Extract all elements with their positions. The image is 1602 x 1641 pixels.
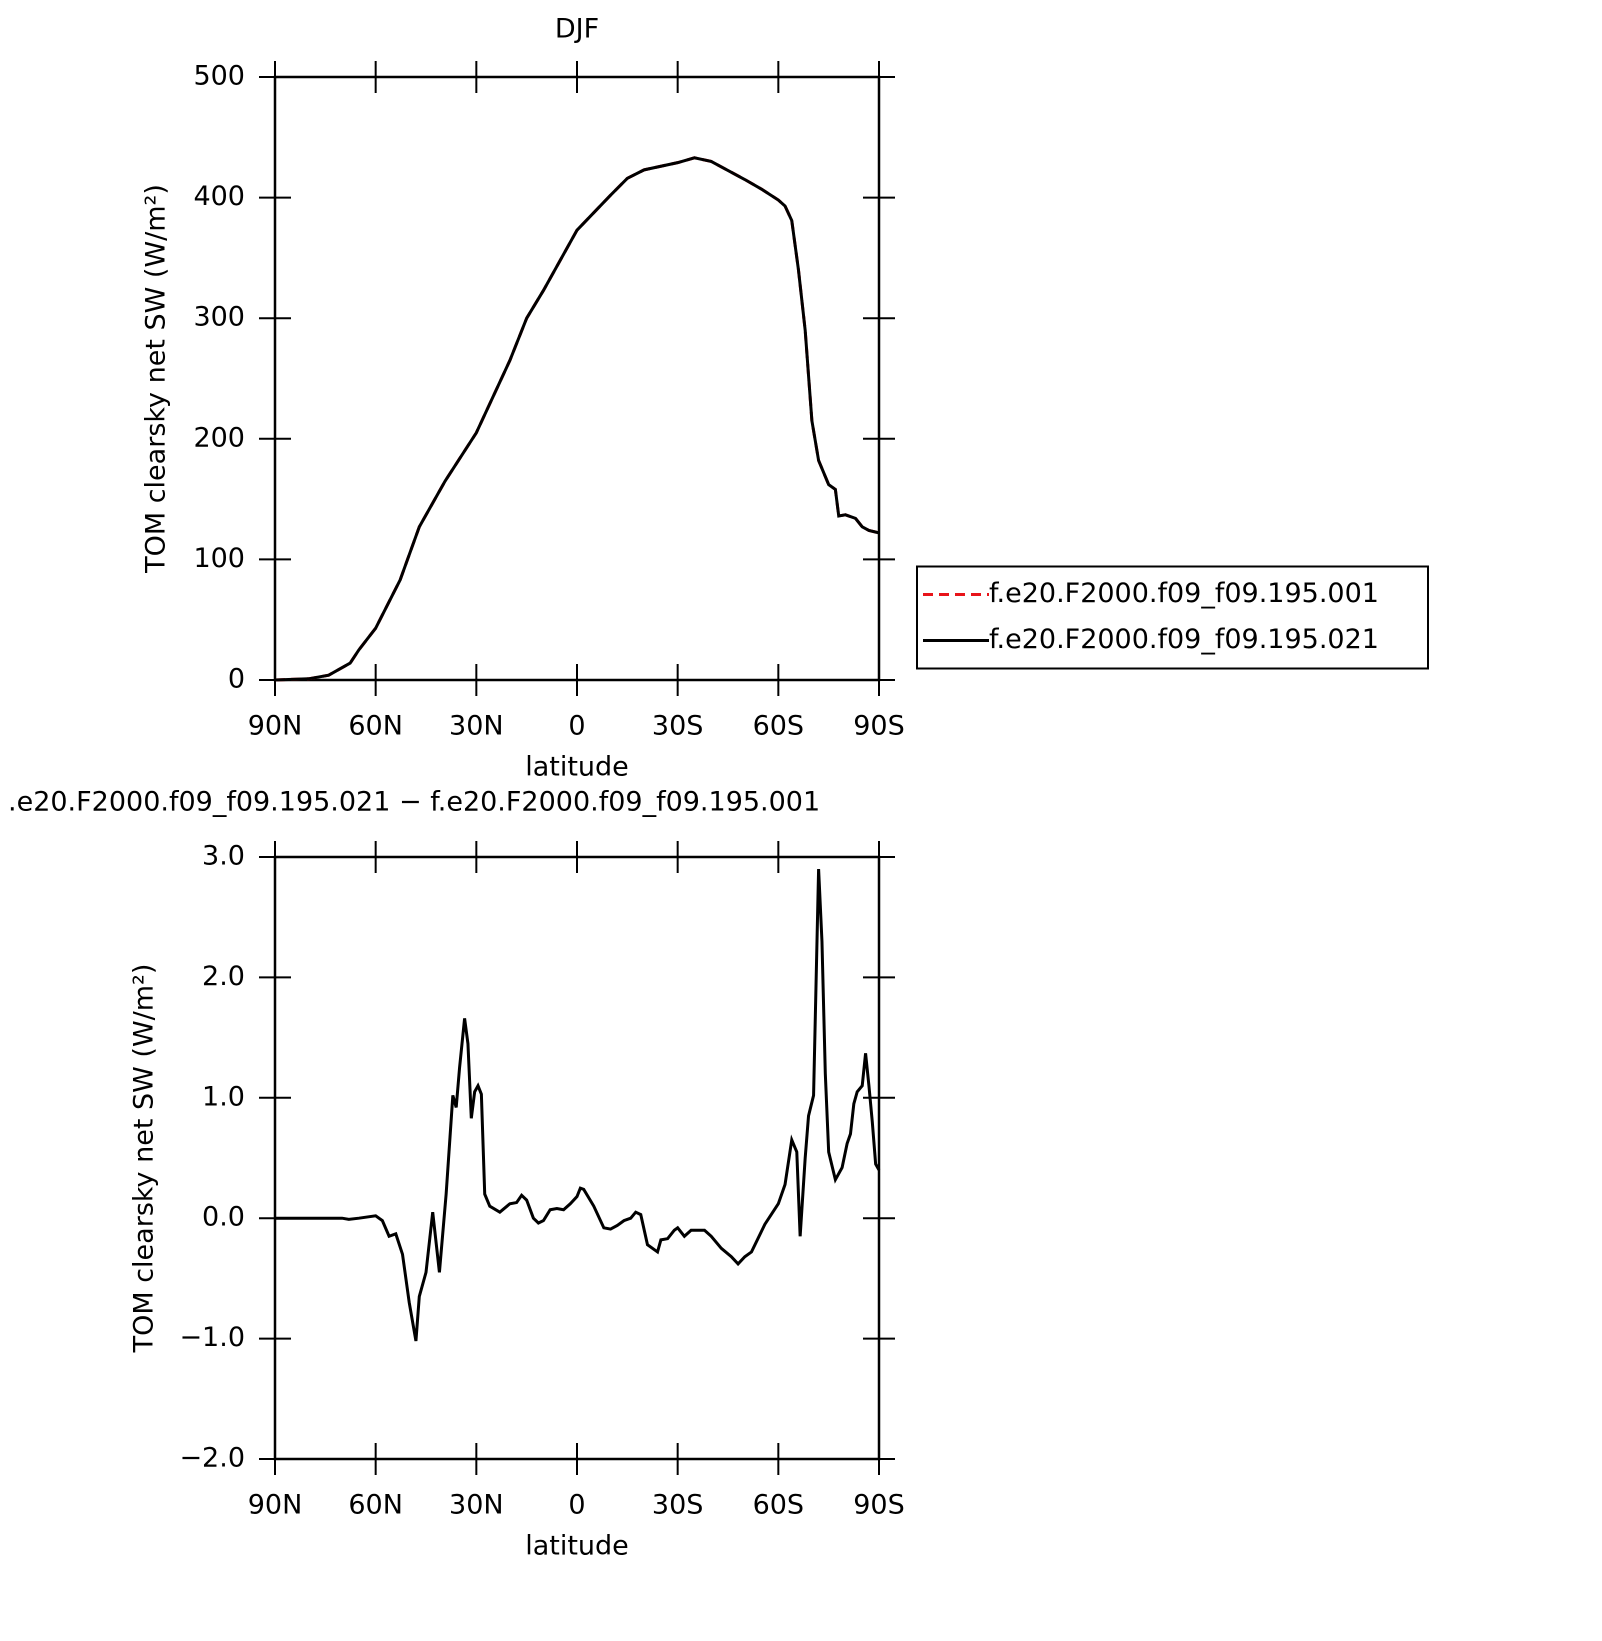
plot-frame xyxy=(273,855,881,1461)
x-tick-label: 90S xyxy=(853,1490,905,1521)
chart-title: .e20.F2000.f09_f09.195.021 − f.e20.F2000… xyxy=(8,787,820,818)
y-tick-label: 2.0 xyxy=(202,961,245,992)
x-tick-label: 30S xyxy=(652,1490,704,1521)
y-tick-label: 3.0 xyxy=(202,841,245,872)
x-tick-label: 60N xyxy=(348,711,403,742)
y-tick-label: 400 xyxy=(193,181,245,212)
x-tick-label: 60N xyxy=(348,1490,403,1521)
legend-box xyxy=(916,565,1429,670)
y-tick-label: 100 xyxy=(193,543,245,574)
legend-label: f.e20.F2000.f09_f09.195.021 xyxy=(989,624,1379,655)
y-tick-label: −2.0 xyxy=(179,1443,245,1474)
x-tick-label: 90S xyxy=(853,711,905,742)
data-line xyxy=(274,156,880,682)
y-axis-label: TOM clearsky net SW (W/m²) xyxy=(129,964,160,1354)
legend-label: f.e20.F2000.f09_f09.195.001 xyxy=(989,578,1379,609)
data-line xyxy=(275,868,881,1342)
x-tick-label: 90N xyxy=(248,1490,303,1521)
y-axis-label: TOM clearsky net SW (W/m²) xyxy=(141,184,172,574)
y-tick-label: −1.0 xyxy=(179,1322,245,1353)
data-line xyxy=(274,156,880,682)
x-tick-label: 30N xyxy=(449,711,504,742)
x-tick-label: 60S xyxy=(753,711,805,742)
x-tick-label: 30N xyxy=(449,1490,504,1521)
x-tick-label: 60S xyxy=(753,1490,805,1521)
x-axis-label: latitude xyxy=(525,752,629,783)
y-tick-label: 0 xyxy=(228,664,245,695)
x-axis-label: latitude xyxy=(525,1531,629,1562)
y-tick-label: 500 xyxy=(193,61,245,92)
x-tick-label: 0 xyxy=(568,711,585,742)
plot-frame xyxy=(273,75,881,682)
x-tick-label: 30S xyxy=(652,711,704,742)
chart-title: DJF xyxy=(555,14,599,45)
y-tick-label: 300 xyxy=(193,302,245,333)
y-tick-label: 0.0 xyxy=(202,1202,245,1233)
x-tick-label: 0 xyxy=(568,1490,585,1521)
y-tick-label: 1.0 xyxy=(202,1081,245,1112)
x-tick-label: 90N xyxy=(248,711,303,742)
y-tick-label: 200 xyxy=(193,422,245,453)
